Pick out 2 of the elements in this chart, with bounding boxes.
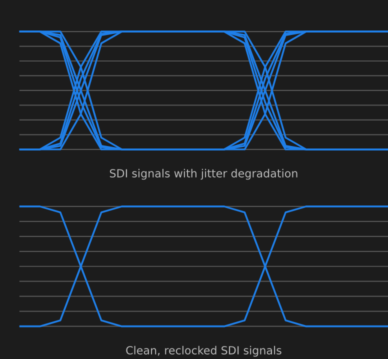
x-axis-title: SDI signals with jitter degradation [110,168,298,180]
x-axis-title: Clean, reclocked SDI signals [126,346,282,357]
